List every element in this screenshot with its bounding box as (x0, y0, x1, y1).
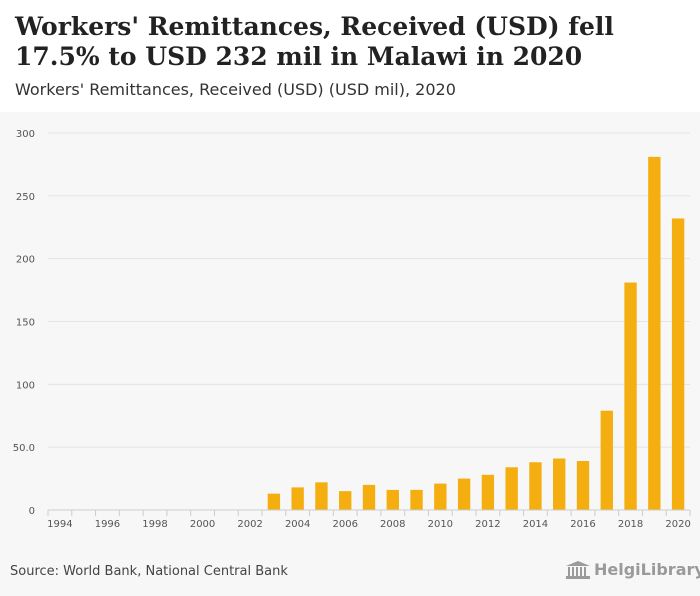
y-tick-label: 0 (29, 506, 35, 517)
bar-2010[interactable] (434, 483, 447, 510)
x-tick-label: 2020 (665, 519, 690, 530)
bar-2007[interactable] (362, 484, 376, 510)
x-tick-label: 2000 (190, 519, 215, 530)
library-building-icon (566, 560, 590, 579)
bar-2014[interactable] (529, 462, 542, 510)
bar-2008[interactable] (386, 489, 399, 510)
bar-chart: 0 50.0 100 150 200 250 300 1994 1996 1998 2000 2002… (13, 129, 691, 530)
bar-2015[interactable] (553, 458, 566, 510)
x-tick-label: 1994 (47, 519, 72, 530)
bar-2017[interactable] (600, 410, 613, 510)
x-tick-label: 2002 (237, 519, 262, 530)
y-tick-label: 100 (16, 380, 35, 391)
bar-2013[interactable] (505, 467, 518, 510)
x-tick-label: 2006 (332, 519, 357, 530)
bar-2011[interactable] (457, 478, 471, 510)
bar-2012[interactable] (481, 474, 495, 510)
y-tick-label: 150 (16, 318, 35, 329)
helgi-library-logo: HelgiLibrary (566, 560, 700, 579)
bar-2005[interactable] (315, 482, 328, 510)
bar-2018[interactable] (624, 282, 637, 510)
y-tick-label: 300 (16, 129, 35, 140)
bar-2004[interactable] (291, 487, 304, 510)
x-tick-label: 2008 (380, 519, 405, 530)
y-tick-label: 200 (16, 255, 35, 266)
x-tick-label: 2012 (475, 519, 500, 530)
bar-2003[interactable] (267, 493, 281, 510)
x-tick-label: 2010 (428, 519, 453, 530)
y-tick-label: 250 (16, 192, 35, 203)
x-tick-label: 2016 (570, 519, 595, 530)
chart-header: Workers' Remittances, Received (USD) fel… (0, 0, 700, 112)
source-note: Source: World Bank, National Central Ban… (10, 564, 288, 579)
bar-2009[interactable] (410, 489, 423, 510)
x-tick-label: 2018 (618, 519, 643, 530)
x-tick-label: 2014 (523, 519, 548, 530)
x-tick-label: 1996 (95, 519, 120, 530)
bar-2006[interactable] (339, 491, 352, 510)
bar-2016[interactable] (576, 460, 590, 510)
chart-subtitle: Workers' Remittances, Received (USD) (US… (15, 80, 456, 99)
bar-2020[interactable] (671, 218, 685, 510)
x-tick-label: 1998 (142, 519, 167, 530)
bar-2019[interactable] (648, 156, 661, 511)
chart-title: Workers' Remittances, Received (USD) fel… (15, 12, 614, 71)
chart-area: 0 50.0 100 150 200 250 300 1994 1996 1998 2000 2002… (0, 112, 700, 596)
logo-text: HelgiLibrary (594, 560, 700, 579)
y-tick-label: 50.0 (13, 443, 35, 454)
x-tick-label: 2004 (285, 519, 310, 530)
